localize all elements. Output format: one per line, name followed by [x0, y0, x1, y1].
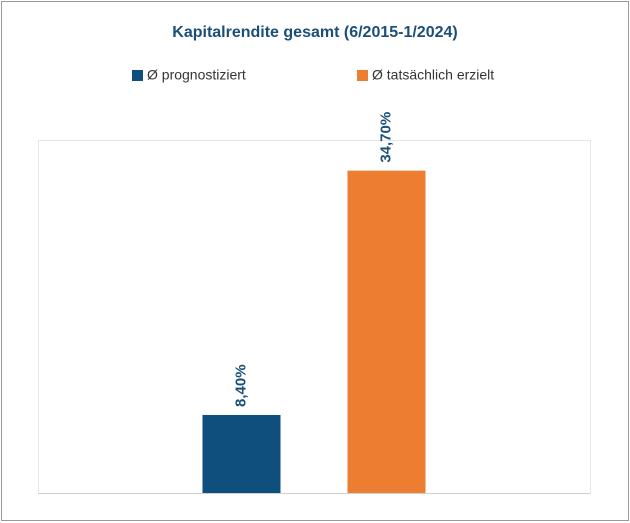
bar [202, 414, 281, 493]
chart-title: Kapitalrendite gesamt (6/2015-1/2024) [172, 24, 457, 41]
bar [347, 170, 426, 493]
legend-swatch [132, 70, 143, 81]
data-label: 8,40% [232, 364, 249, 407]
legend-label: Ø tatsächlich erzielt [372, 67, 494, 83]
data-label: 34,70% [377, 112, 394, 163]
legend-label: Ø prognostiziert [147, 67, 246, 83]
legend-swatch [357, 70, 368, 81]
